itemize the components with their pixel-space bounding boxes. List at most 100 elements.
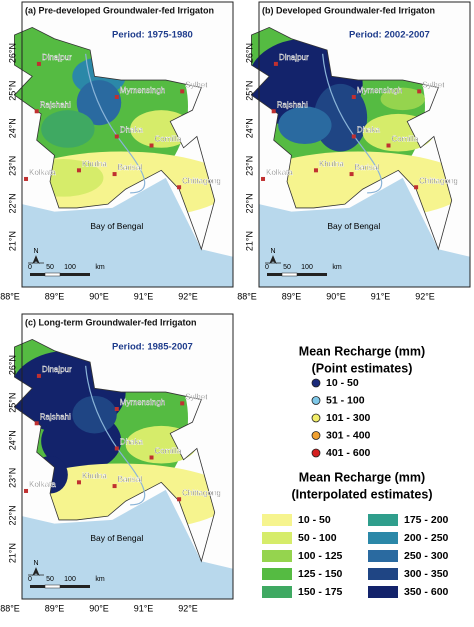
lat-label: 22°N <box>244 193 254 213</box>
lon-label: 89°E <box>282 291 302 301</box>
city-label: Khulna <box>319 159 344 168</box>
lat-label: 24°N <box>7 118 17 138</box>
legend-point <box>311 431 321 440</box>
legend-point <box>311 413 321 423</box>
lon-label: 92°E <box>178 603 198 613</box>
legend-label: 401 - 600 <box>326 447 371 459</box>
city-label: Sylhet <box>185 392 208 401</box>
legend-swatch <box>262 568 292 580</box>
scale-label: 50 <box>283 264 291 271</box>
city-label: Kolkata <box>29 168 56 177</box>
city-marker <box>177 497 182 502</box>
north-label: N <box>33 248 38 255</box>
lat-label: 25°N <box>7 81 17 101</box>
sea-label: Bay of Bengal <box>327 221 380 231</box>
city-marker <box>34 421 39 426</box>
legend-label: 125 - 150 <box>298 568 343 580</box>
legend-swatch <box>262 532 292 544</box>
legend-label: 250 - 300 <box>404 550 449 562</box>
city-marker <box>76 168 81 173</box>
city-label: Chittagong <box>182 176 221 185</box>
lat-label: 21°N <box>7 231 17 251</box>
lat-label: 22°N <box>7 505 17 525</box>
north-arrow <box>28 567 44 576</box>
river <box>85 53 146 194</box>
city-marker <box>36 61 41 66</box>
city-marker <box>261 176 266 181</box>
city-label: Mymensingh <box>357 86 402 95</box>
lat-label: 25°N <box>244 81 254 101</box>
legend-label: 200 - 250 <box>404 532 449 544</box>
legend-swatch <box>368 532 398 544</box>
city-marker <box>112 172 117 177</box>
scale-label: km <box>95 264 105 271</box>
legend-label: 50 - 100 <box>298 532 337 544</box>
legend-label: 175 - 200 <box>404 514 449 526</box>
city-label: Sylhet <box>422 80 445 89</box>
city-label: Kolkata <box>29 480 56 489</box>
lon-label: 88°E <box>0 603 20 613</box>
legend-label: 101 - 300 <box>326 412 371 424</box>
country-border <box>250 26 453 251</box>
panel-title: (b) Developed Groundwaler-fed Irrigaton <box>262 5 435 15</box>
map-frame <box>21 313 234 600</box>
lon-label: 89°E <box>45 603 65 613</box>
recharge-zone <box>76 80 122 126</box>
panel-title: (a) Pre-developed Groundwaler-fed Irriga… <box>25 5 214 15</box>
city-marker <box>149 455 154 460</box>
map-panel: (c) Long-term Groundwaler-fed Irrigaton P… <box>0 313 234 613</box>
recharge-zone <box>72 395 117 434</box>
legend-title: (Interpolated estimates) <box>291 487 432 501</box>
lat-label: 23°N <box>244 156 254 176</box>
city-label: Dinajpur <box>279 53 309 62</box>
lon-label: 90°E <box>89 291 109 301</box>
city-marker <box>34 109 39 114</box>
lat-label: 26°N <box>7 355 17 375</box>
panel-title: (c) Long-term Groundwaler-fed Irrigaton <box>25 317 197 327</box>
city-marker <box>24 176 29 181</box>
lon-label: 89°E <box>45 291 65 301</box>
city-marker <box>386 143 391 148</box>
city-marker <box>112 484 117 489</box>
scale-label: 100 <box>301 264 313 271</box>
city-label: Sylhet <box>185 80 208 89</box>
city-label: Barisal <box>118 475 143 484</box>
legend-swatch <box>262 514 292 526</box>
city-marker <box>273 61 278 66</box>
legend-swatch <box>262 550 292 562</box>
city-label: Barisal <box>355 163 380 172</box>
scale-bar-half <box>281 272 298 277</box>
lon-label: 92°E <box>415 291 435 301</box>
legend-label: 350 - 600 <box>404 586 449 598</box>
river <box>322 53 383 194</box>
city-label: Rajshahi <box>40 412 71 421</box>
legend-label: 300 - 350 <box>404 568 449 580</box>
legend-point <box>311 396 321 405</box>
north-arrow <box>28 255 44 264</box>
lat-label: 21°N <box>7 543 17 563</box>
period-label: Period: 2002-2007 <box>349 29 430 40</box>
period-label: Period: 1985-2007 <box>112 341 193 352</box>
scale-label: km <box>95 576 105 583</box>
recharge-zone <box>278 106 332 144</box>
lat-label: 24°N <box>244 118 254 138</box>
city-label: Barisal <box>118 163 143 172</box>
city-marker <box>114 446 119 451</box>
river <box>85 365 146 506</box>
city-marker <box>351 95 356 99</box>
city-label: Dhaka <box>120 126 144 135</box>
map-panel: (b) Developed Groundwaler-fed Irrigaton P… <box>237 1 471 301</box>
scale-label: 100 <box>64 576 76 583</box>
legend-swatch <box>368 586 398 598</box>
city-label: Mymensingh <box>120 86 165 95</box>
sea <box>259 177 470 287</box>
lon-label: 91°E <box>134 603 154 613</box>
city-label: Dinajpur <box>42 53 72 62</box>
scale-label: 0 <box>28 576 32 583</box>
city-marker <box>180 89 185 94</box>
map-panel: (a) Pre-developed Groundwaler-fed Irriga… <box>0 1 234 301</box>
lat-label: 26°N <box>7 43 17 63</box>
city-label: Rajshahi <box>40 100 71 109</box>
legend-swatch <box>368 568 398 580</box>
